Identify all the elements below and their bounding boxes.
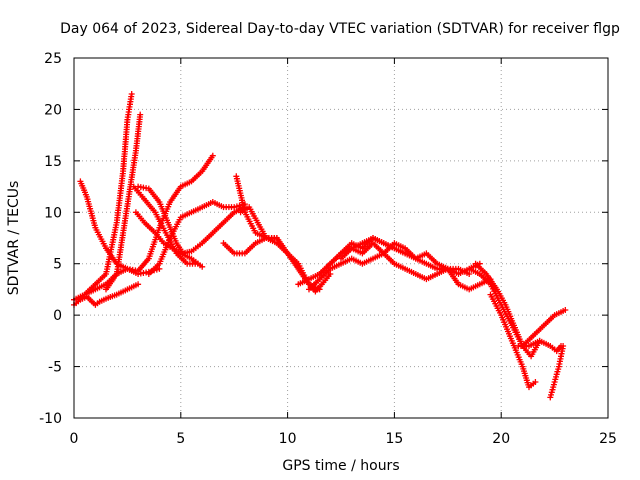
y-tick-label: 10 [44, 205, 62, 221]
plot-frame [73, 57, 609, 419]
x-tick-label: 10 [279, 431, 297, 447]
series-trace-19 [487, 291, 539, 391]
data-point-marker [137, 111, 144, 118]
chart-title: Day 064 of 2023, Sidereal Day-to-day VTE… [60, 21, 620, 37]
grid-layer [74, 58, 608, 418]
x-tick-label: 20 [492, 431, 510, 447]
y-tick-label: -10 [39, 411, 62, 427]
x-tick-label: 0 [70, 431, 79, 447]
y-tick-label: 25 [44, 51, 62, 67]
y-tick-label: 5 [53, 257, 62, 273]
x-tick-label: 5 [176, 431, 185, 447]
y-tick-label: -5 [48, 360, 62, 376]
series-trace-21 [547, 343, 567, 401]
series-line [235, 175, 321, 291]
series-trace-15 [316, 240, 473, 277]
data-point-marker [231, 204, 238, 211]
series-trace-11 [233, 173, 323, 293]
y-tick-label: 20 [44, 102, 62, 118]
y-tick-label: 15 [44, 154, 62, 170]
data-point-marker [532, 379, 539, 385]
data-point-marker [466, 271, 473, 277]
data-point-marker [562, 307, 569, 313]
series-trace-14 [306, 250, 494, 293]
data-point-marker [135, 281, 142, 288]
y-axis-label: SDTVAR / TECUs [6, 181, 22, 296]
data-point-marker [402, 250, 409, 257]
data-point-marker [327, 271, 334, 277]
series-trace-16 [338, 235, 409, 262]
x-tick-label: 15 [385, 431, 403, 447]
series-trace-3 [71, 91, 135, 303]
series-trace-9 [145, 199, 248, 277]
data-point-marker [128, 91, 135, 97]
series-layer [71, 91, 569, 401]
series-trace-8 [135, 183, 248, 257]
data-point-marker [199, 263, 206, 270]
tick-layer [73, 57, 609, 419]
series-trace-20 [515, 337, 564, 355]
data-point-marker [156, 265, 163, 272]
series-trace-4 [103, 111, 144, 293]
y-tick-label: 0 [53, 308, 62, 324]
tick-label-layer: 0 5 10 15 20 25 -10 -5 0 5 10 15 20 25 [39, 51, 617, 447]
data-point-marker [560, 343, 567, 349]
x-tick-label: 25 [599, 431, 617, 447]
data-point-marker [209, 152, 216, 159]
x-axis-label: GPS time / hours [282, 458, 399, 474]
